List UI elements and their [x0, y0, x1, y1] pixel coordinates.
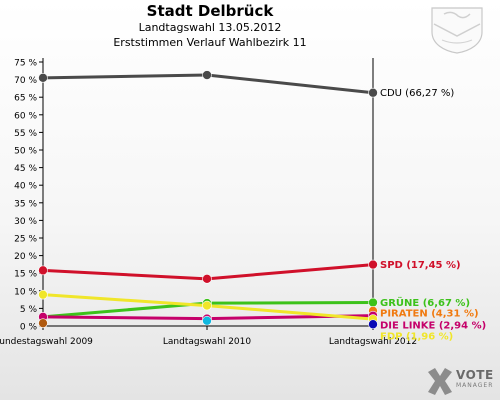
data-point-cdu	[38, 73, 48, 83]
series-end-labels: CDU (66,27 %) SPD (17,45 %) GRÜNE (6,67 %)…	[380, 88, 486, 342]
logo-subtitle: MANAGER	[456, 382, 494, 389]
y-tick-label: 70 %	[14, 76, 37, 86]
x-tick-label: Landtagswahl 2012	[329, 337, 417, 347]
data-point-andere	[202, 315, 212, 326]
chart-axes	[42, 58, 374, 327]
end-label-die-linke: DIE LINKE (2,94 %)	[380, 321, 486, 332]
end-label-spd: SPD (17,45 %)	[380, 260, 461, 271]
data-point-spd	[202, 274, 212, 284]
y-tick-label: 20 %	[14, 252, 37, 262]
y-tick-label: 55 %	[14, 129, 37, 139]
x-axis-ticks: Bundestagswahl 2009 Landtagswahl 2010 Land…	[0, 326, 417, 347]
chart-subtitle-district: Erststimmen Verlauf Wahlbezirk 11	[113, 36, 307, 49]
x-tick-label: Landtagswahl 2010	[163, 337, 252, 347]
y-tick-label: 30 %	[14, 217, 37, 227]
y-tick-label: 10 %	[14, 287, 37, 297]
y-tick-label: 75 %	[14, 59, 37, 69]
end-label-gr-ne: GRÜNE (6,67 %)	[380, 295, 470, 309]
chart-subtitle-date: Landtagswahl 13.05.2012	[138, 21, 282, 34]
y-tick-label: 45 %	[14, 164, 37, 174]
data-point-weitere	[368, 319, 378, 330]
y-tick-label: 5 %	[20, 305, 38, 315]
data-point-fdp	[38, 289, 48, 300]
logo-name: VOTE	[456, 368, 494, 382]
x-tick-label: Bundestagswahl 2009	[0, 337, 93, 347]
y-tick-label: 50 %	[14, 147, 37, 157]
end-label-fdp: FDP (1,96 %)	[380, 332, 453, 343]
end-label-cdu: CDU (66,27 %)	[380, 88, 454, 99]
data-point-spd	[38, 265, 48, 276]
data-point-cdu	[202, 70, 212, 80]
chart-title: Stadt Delbrück	[146, 2, 274, 20]
vote-manager-logo-icon	[428, 368, 452, 395]
y-tick-label: 15 %	[14, 270, 37, 280]
data-point-gr-ne	[368, 297, 378, 308]
y-tick-label: 65 %	[14, 94, 37, 104]
y-tick-label: 60 %	[14, 111, 37, 121]
y-tick-label: 35 %	[14, 199, 37, 209]
y-tick-label: 40 %	[14, 182, 37, 192]
y-tick-label: 0 %	[20, 323, 38, 333]
data-point-sonstige	[38, 318, 48, 328]
data-point-spd	[368, 259, 378, 270]
y-axis-ticks: 0 % 5 % 10 % 15 % 20 % 25 % 30 % 35 % 40 % 45 % 50…	[14, 59, 43, 333]
series-points	[38, 70, 378, 330]
coat-of-arms-icon	[431, 7, 483, 54]
end-label-piraten: PIRATEN (4,31 %)	[380, 309, 479, 320]
y-tick-label: 25 %	[14, 235, 37, 245]
data-point-fdp	[202, 300, 212, 311]
data-point-cdu	[368, 87, 378, 98]
